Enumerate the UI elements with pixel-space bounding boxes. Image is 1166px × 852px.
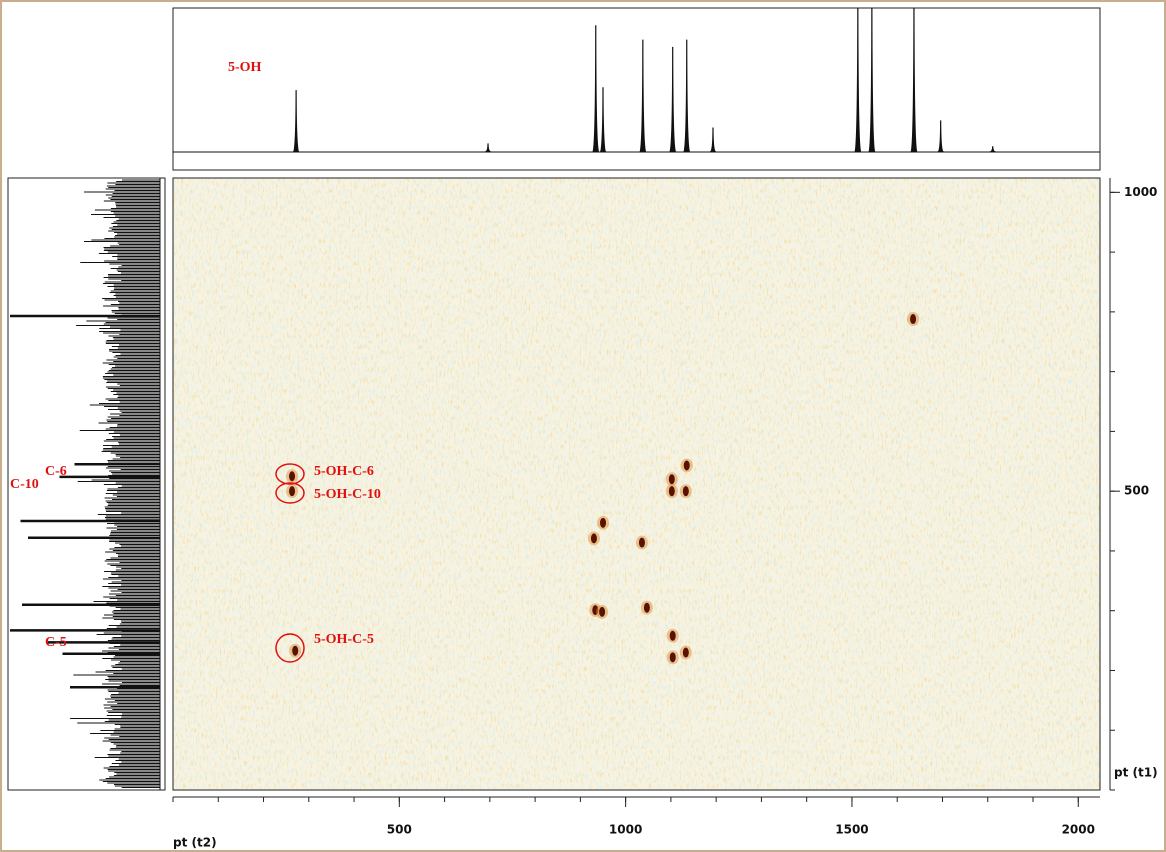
projection-peak [683,39,691,153]
projection-peak [484,143,492,153]
projection-peak [854,8,862,153]
annotation-circle [275,463,305,485]
cross-peak [683,460,690,471]
cross-peak [590,533,597,544]
annotation: C-5 [45,635,67,650]
y-tick-label: 1000 [1124,185,1157,199]
projection-peak [592,25,600,153]
annotation-circle [275,633,305,663]
annotation: 5-OH-C-6 [314,464,374,479]
annotation: 5-OH-C-5 [314,632,374,647]
projection-peak [989,146,996,153]
plot-noise [173,178,1100,790]
top-panel [172,7,1101,171]
projection-peak [292,90,300,153]
cross-peak [289,486,296,497]
cross-peak [669,652,676,663]
projection-peak [599,87,607,153]
projection-peak [639,39,647,153]
x-tick-label: 500 [387,823,412,837]
plot-border [172,177,1101,791]
cross-peak [669,630,676,641]
cross-peak [599,606,606,617]
annotation-circle [275,482,305,504]
x-tick-label: 1500 [835,823,868,837]
annotation: 5-OH-C-10 [314,487,381,502]
annotation: 5-OH [228,60,262,75]
cross-peak [643,602,650,613]
top-projection [292,8,996,153]
annotation: C-6 [45,464,67,479]
cross-peak [600,517,607,528]
cross-peak [668,486,675,497]
x-tick-label: 1000 [609,823,642,837]
y-tick-label: 500 [1124,484,1149,498]
cross-peak [292,645,299,656]
projection-peak [910,8,918,153]
cross-peak [682,486,689,497]
projection-peak [868,8,876,153]
cross-peak [910,314,917,325]
annotation: C-10 [10,477,39,492]
cross-peak [289,471,296,482]
cross-peak [682,647,689,658]
cross-peak [668,474,675,485]
projection-peak [709,127,717,153]
x-axis-label: pt (t2) [173,836,217,850]
cross-peak [638,537,645,548]
y-axis-label: pt (t1) [1114,766,1158,780]
x-tick-label: 2000 [1062,823,1095,837]
